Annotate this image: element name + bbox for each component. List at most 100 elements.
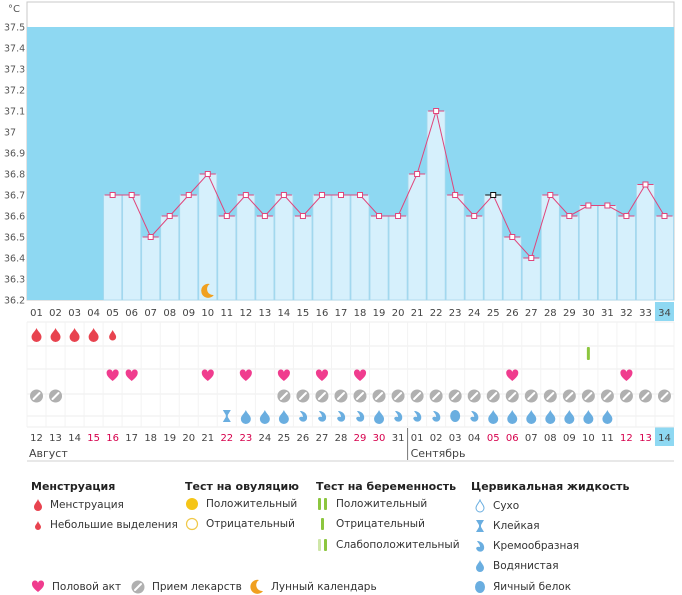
y-tick-label: 37.3 bbox=[4, 65, 25, 76]
creamy-shape bbox=[337, 411, 346, 422]
menstruation-drop-icon bbox=[31, 328, 42, 342]
pill-stripe bbox=[451, 392, 460, 400]
cycle-day-label: 03 bbox=[68, 308, 81, 319]
pill-icon bbox=[372, 389, 386, 403]
cycle-day-label: 02 bbox=[49, 308, 62, 319]
temperature-bar bbox=[540, 194, 560, 301]
pill-icon bbox=[277, 389, 291, 403]
calendar-date-label: 12 bbox=[620, 433, 633, 444]
cycle-day-label: 33 bbox=[639, 308, 652, 319]
y-tick-label: 36.7 bbox=[4, 191, 25, 202]
moon-icon bbox=[250, 579, 263, 594]
pill-stripe bbox=[279, 392, 288, 400]
pregnancy-positive-icon bbox=[318, 498, 327, 510]
heart-icon bbox=[31, 580, 45, 592]
pill-icon bbox=[410, 389, 424, 403]
temperature-bar bbox=[521, 257, 541, 301]
cycle-day-label: 28 bbox=[544, 308, 557, 319]
current-date-highlight bbox=[654, 427, 674, 446]
heart-shape bbox=[106, 369, 119, 381]
legend-label: Слабоположительный bbox=[336, 539, 460, 551]
temperature-point bbox=[395, 213, 402, 219]
pill-icon bbox=[448, 389, 462, 403]
drop-shape bbox=[88, 328, 99, 342]
legend-ovulation-negative: Отрицательный bbox=[185, 517, 295, 531]
temperature-point bbox=[528, 255, 535, 261]
calendar-date-label: 13 bbox=[49, 433, 62, 444]
calendar-date-label: 07 bbox=[525, 433, 538, 444]
cycle-day-label: 21 bbox=[411, 308, 424, 319]
pill-icon bbox=[49, 389, 63, 403]
watery-fluid-icon bbox=[240, 410, 251, 424]
cycle-day-label: 12 bbox=[239, 308, 252, 319]
pill-stripe bbox=[641, 392, 650, 400]
calendar-date-label: 14 bbox=[658, 433, 671, 444]
temperature-bar bbox=[350, 194, 370, 301]
cycle-day-label: 08 bbox=[163, 308, 176, 319]
y-axis-unit: °C bbox=[8, 4, 20, 15]
temperature-point bbox=[623, 213, 630, 219]
cycle-day-label: 06 bbox=[125, 308, 138, 319]
cycle-day-label: 26 bbox=[506, 308, 519, 319]
pill-icon bbox=[619, 389, 633, 403]
temperature-point bbox=[357, 192, 364, 198]
cycle-day-label: 16 bbox=[316, 308, 329, 319]
pill-icon bbox=[657, 389, 671, 403]
cycle-day-label: 34 bbox=[658, 308, 671, 319]
temperature-point bbox=[642, 181, 649, 188]
calendar-date-label: 08 bbox=[544, 433, 557, 444]
temperature-bar bbox=[255, 215, 275, 301]
calendar-date-label: 25 bbox=[278, 433, 291, 444]
pill-icon bbox=[524, 389, 538, 403]
temperature-point bbox=[509, 234, 516, 240]
pill-stripe bbox=[356, 392, 365, 400]
temperature-bar bbox=[122, 194, 142, 301]
pill-stripe bbox=[660, 392, 669, 400]
creamy-shape bbox=[318, 411, 327, 422]
watery-fluid-icon bbox=[259, 410, 270, 424]
creamy-shape bbox=[432, 411, 441, 422]
pill-stripe bbox=[32, 392, 41, 400]
y-tick-label: 36.4 bbox=[4, 254, 25, 265]
temperature-point bbox=[242, 192, 249, 198]
legend-ovulation-positive: Положительный bbox=[185, 497, 297, 511]
watery-fluid-icon bbox=[507, 410, 518, 424]
heart-icon bbox=[353, 369, 367, 381]
heart-shape bbox=[506, 369, 519, 381]
watery-fluid-icon bbox=[526, 410, 537, 424]
legend-label: Водянистая bbox=[493, 560, 559, 572]
drop-shape bbox=[526, 410, 537, 424]
watery-fluid-icon bbox=[564, 410, 575, 424]
cycle-day-label: 32 bbox=[620, 308, 633, 319]
cycle-day-label: 20 bbox=[392, 308, 405, 319]
cycle-day-label: 17 bbox=[335, 308, 348, 319]
pill-icon bbox=[562, 389, 576, 403]
temperature-point bbox=[566, 213, 573, 219]
calendar-date-label: 02 bbox=[430, 433, 443, 444]
calendar-date-label: 19 bbox=[163, 433, 176, 444]
cycle-day-label: 29 bbox=[563, 308, 576, 319]
temperature-bar bbox=[388, 215, 408, 301]
cycle-day-label: 10 bbox=[201, 308, 214, 319]
pill-icon bbox=[467, 389, 481, 403]
pill-stripe bbox=[375, 392, 384, 400]
egg-shape bbox=[450, 410, 461, 422]
legend-fluid-creamy: Кремообразная bbox=[474, 539, 579, 553]
heart-shape bbox=[353, 369, 367, 381]
calendar-date-label: 21 bbox=[201, 433, 214, 444]
temperature-line bbox=[112, 109, 665, 259]
legend-label: Отрицательный bbox=[206, 518, 295, 530]
cycle-day-label: 01 bbox=[30, 308, 43, 319]
legend-label: Лунный календарь bbox=[271, 580, 377, 593]
calendar-date-label: 18 bbox=[144, 433, 157, 444]
creamy-fluid-icon bbox=[413, 411, 422, 422]
temperature-bar bbox=[464, 215, 484, 301]
legend-fluid-egg: Яичный белок bbox=[474, 580, 571, 594]
pill-stripe bbox=[298, 392, 307, 400]
drop-shape bbox=[583, 410, 594, 424]
current-cycle-day-highlight bbox=[654, 302, 674, 321]
temperature-bar bbox=[312, 194, 332, 301]
y-tick-label: 37 bbox=[4, 128, 16, 139]
calendar-date-label: 20 bbox=[182, 433, 195, 444]
watery-fluid-icon bbox=[278, 410, 289, 424]
